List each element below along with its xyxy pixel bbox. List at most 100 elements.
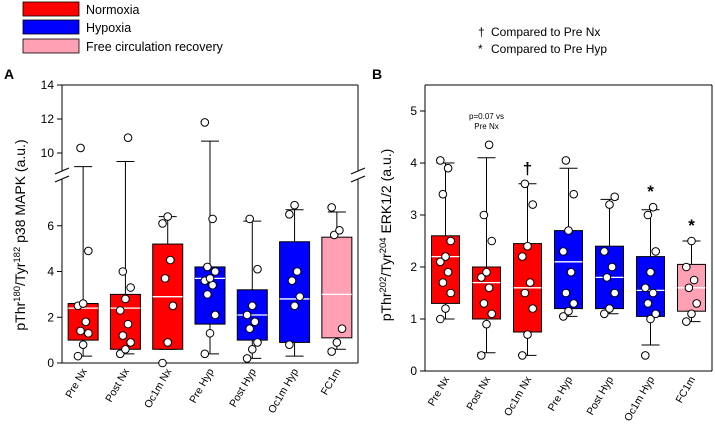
dagger-symbol: † <box>478 25 485 39</box>
data-point-oc1m-nx <box>525 278 535 287</box>
data-point-pre-hyp <box>559 247 568 256</box>
data-point-post-hyp <box>253 264 262 274</box>
category-label-pre-hyp: Pre Hyp <box>546 374 575 413</box>
ylabel-part: /Tyr <box>378 253 394 277</box>
box-fc1m <box>321 236 353 339</box>
data-point-oc1m-hyp <box>295 292 305 301</box>
data-point-pre-nx <box>436 314 445 324</box>
data-point-fc1m <box>337 324 347 333</box>
data-point-pre-hyp <box>200 349 210 359</box>
data-point-fc1m <box>684 283 694 293</box>
axis-break-mark <box>54 175 70 183</box>
y-tick-label: 10 <box>41 146 55 160</box>
data-point-oc1m-nx <box>523 241 532 251</box>
data-point-post-hyp <box>247 344 257 354</box>
data-point-post-nx <box>482 319 491 329</box>
star-note: Compared to Pre Hyp <box>491 42 607 56</box>
category-label-fc1m: FC1m <box>673 374 698 405</box>
ylabel-part: p38 MAPK (a.u.) <box>12 139 28 246</box>
data-point-fc1m <box>682 262 691 272</box>
box-oc1m-hyp <box>636 256 665 317</box>
star-symbol: * <box>478 42 483 56</box>
data-point-post-hyp <box>600 247 609 256</box>
y-tick-label: 4 <box>47 265 54 279</box>
data-point-fc1m <box>692 299 702 308</box>
data-point-post-nx <box>479 299 489 308</box>
data-point-fc1m <box>682 317 691 326</box>
panel-b-ylabel: pThr202/Tyr204 ERK1/2 (a.u.) <box>378 149 395 322</box>
data-point-pre-nx <box>436 257 445 267</box>
data-point-post-hyp <box>253 338 262 347</box>
data-point-fc1m <box>689 275 699 285</box>
legend-swatch-hypoxia <box>22 19 80 35</box>
legend-label-free-circulation: Free circulation recovery <box>86 40 224 54</box>
data-point-post-nx <box>484 140 494 150</box>
axis-break-mark <box>54 167 70 175</box>
data-point-pre-hyp <box>208 214 217 224</box>
data-point-pre-hyp <box>205 328 215 338</box>
significance-notes: † Compared to Pre Nx * Compared to Pre H… <box>478 25 607 56</box>
data-point-pre-hyp <box>559 312 568 321</box>
y-tick-label: 12 <box>41 112 55 126</box>
data-point-post-hyp <box>600 309 609 319</box>
data-point-oc1m-hyp <box>651 309 661 319</box>
axis-break-mark <box>350 175 366 183</box>
y-tick-label: 4 <box>410 156 417 170</box>
legend-swatch-free-circulation <box>22 38 80 54</box>
legend: Normoxia Hypoxia Free circulation recove… <box>22 1 224 54</box>
data-point-oc1m-nx <box>163 212 173 221</box>
data-point-post-nx <box>121 294 130 304</box>
data-point-oc1m-nx <box>166 255 175 265</box>
legend-label-normoxia: Normoxia <box>86 3 140 17</box>
data-point-post-hyp <box>607 262 617 272</box>
data-point-pre-nx <box>446 236 456 246</box>
category-label-oc1m-hyp: Oc1m Hyp <box>622 374 657 423</box>
data-point-post-nx <box>118 331 128 340</box>
axis-break-mark <box>350 167 366 175</box>
category-label-pre-nx: Pre Nx <box>63 366 90 400</box>
data-point-oc1m-hyp <box>641 351 650 360</box>
panel-a-ylabel: pThr180/Tyr182 p38 MAPK (a.u.) <box>12 139 29 330</box>
data-point-fc1m <box>332 338 342 347</box>
data-point-pre-hyp <box>569 189 579 199</box>
data-point-fc1m <box>335 226 344 235</box>
ylabel-part: 202 <box>378 277 389 293</box>
panel-a-letter: A <box>4 66 14 82</box>
y-tick-label: 0 <box>410 364 417 378</box>
data-point-post-hyp <box>242 310 252 320</box>
data-point-pre-nx <box>76 143 85 153</box>
data-point-post-nx <box>479 210 489 220</box>
data-point-oc1m-hyp <box>285 210 294 219</box>
category-label-oc1m-nx: Oc1m Nx <box>142 366 175 411</box>
data-point-pre-nx <box>438 278 448 287</box>
data-point-oc1m-nx <box>528 200 538 209</box>
data-point-oc1m-hyp <box>285 340 294 350</box>
data-point-pre-nx <box>73 351 83 361</box>
y-tick-label: 6 <box>47 219 54 233</box>
data-point-fc1m <box>327 347 336 356</box>
data-point-pre-hyp <box>203 290 212 299</box>
data-point-pre-nx <box>81 317 91 327</box>
axis-break-gap <box>54 171 70 179</box>
annotation-significance-marker: * <box>647 182 654 201</box>
ylabel-part: pThr <box>12 302 28 331</box>
legend-swatch-normoxia <box>22 1 80 17</box>
data-point-post-nx <box>126 283 135 292</box>
data-point-post-hyp <box>610 192 620 202</box>
category-label-post-hyp: Post Hyp <box>584 374 616 417</box>
data-point-oc1m-nx <box>518 351 527 360</box>
data-point-post-nx <box>121 344 130 354</box>
y-tick-label: 2 <box>47 310 54 324</box>
data-point-pre-hyp <box>561 156 571 165</box>
data-point-oc1m-hyp <box>651 247 661 256</box>
panel-a-chart: Pre Nx Post Nx Oc1m Nx Pre Hyp Post Hyp Oc1m … <box>41 78 366 415</box>
annotation-p-value: Pre Nx <box>474 122 498 131</box>
data-point-post-nx <box>477 351 486 360</box>
category-label-pre-nx: Pre Nx <box>426 374 453 408</box>
data-point-post-nx <box>487 309 497 319</box>
data-point-post-nx <box>487 236 497 246</box>
data-point-oc1m-nx <box>528 304 538 313</box>
data-point-oc1m-nx <box>520 179 530 189</box>
y-tick-label: 5 <box>410 104 417 118</box>
data-point-pre-nx <box>84 328 93 338</box>
